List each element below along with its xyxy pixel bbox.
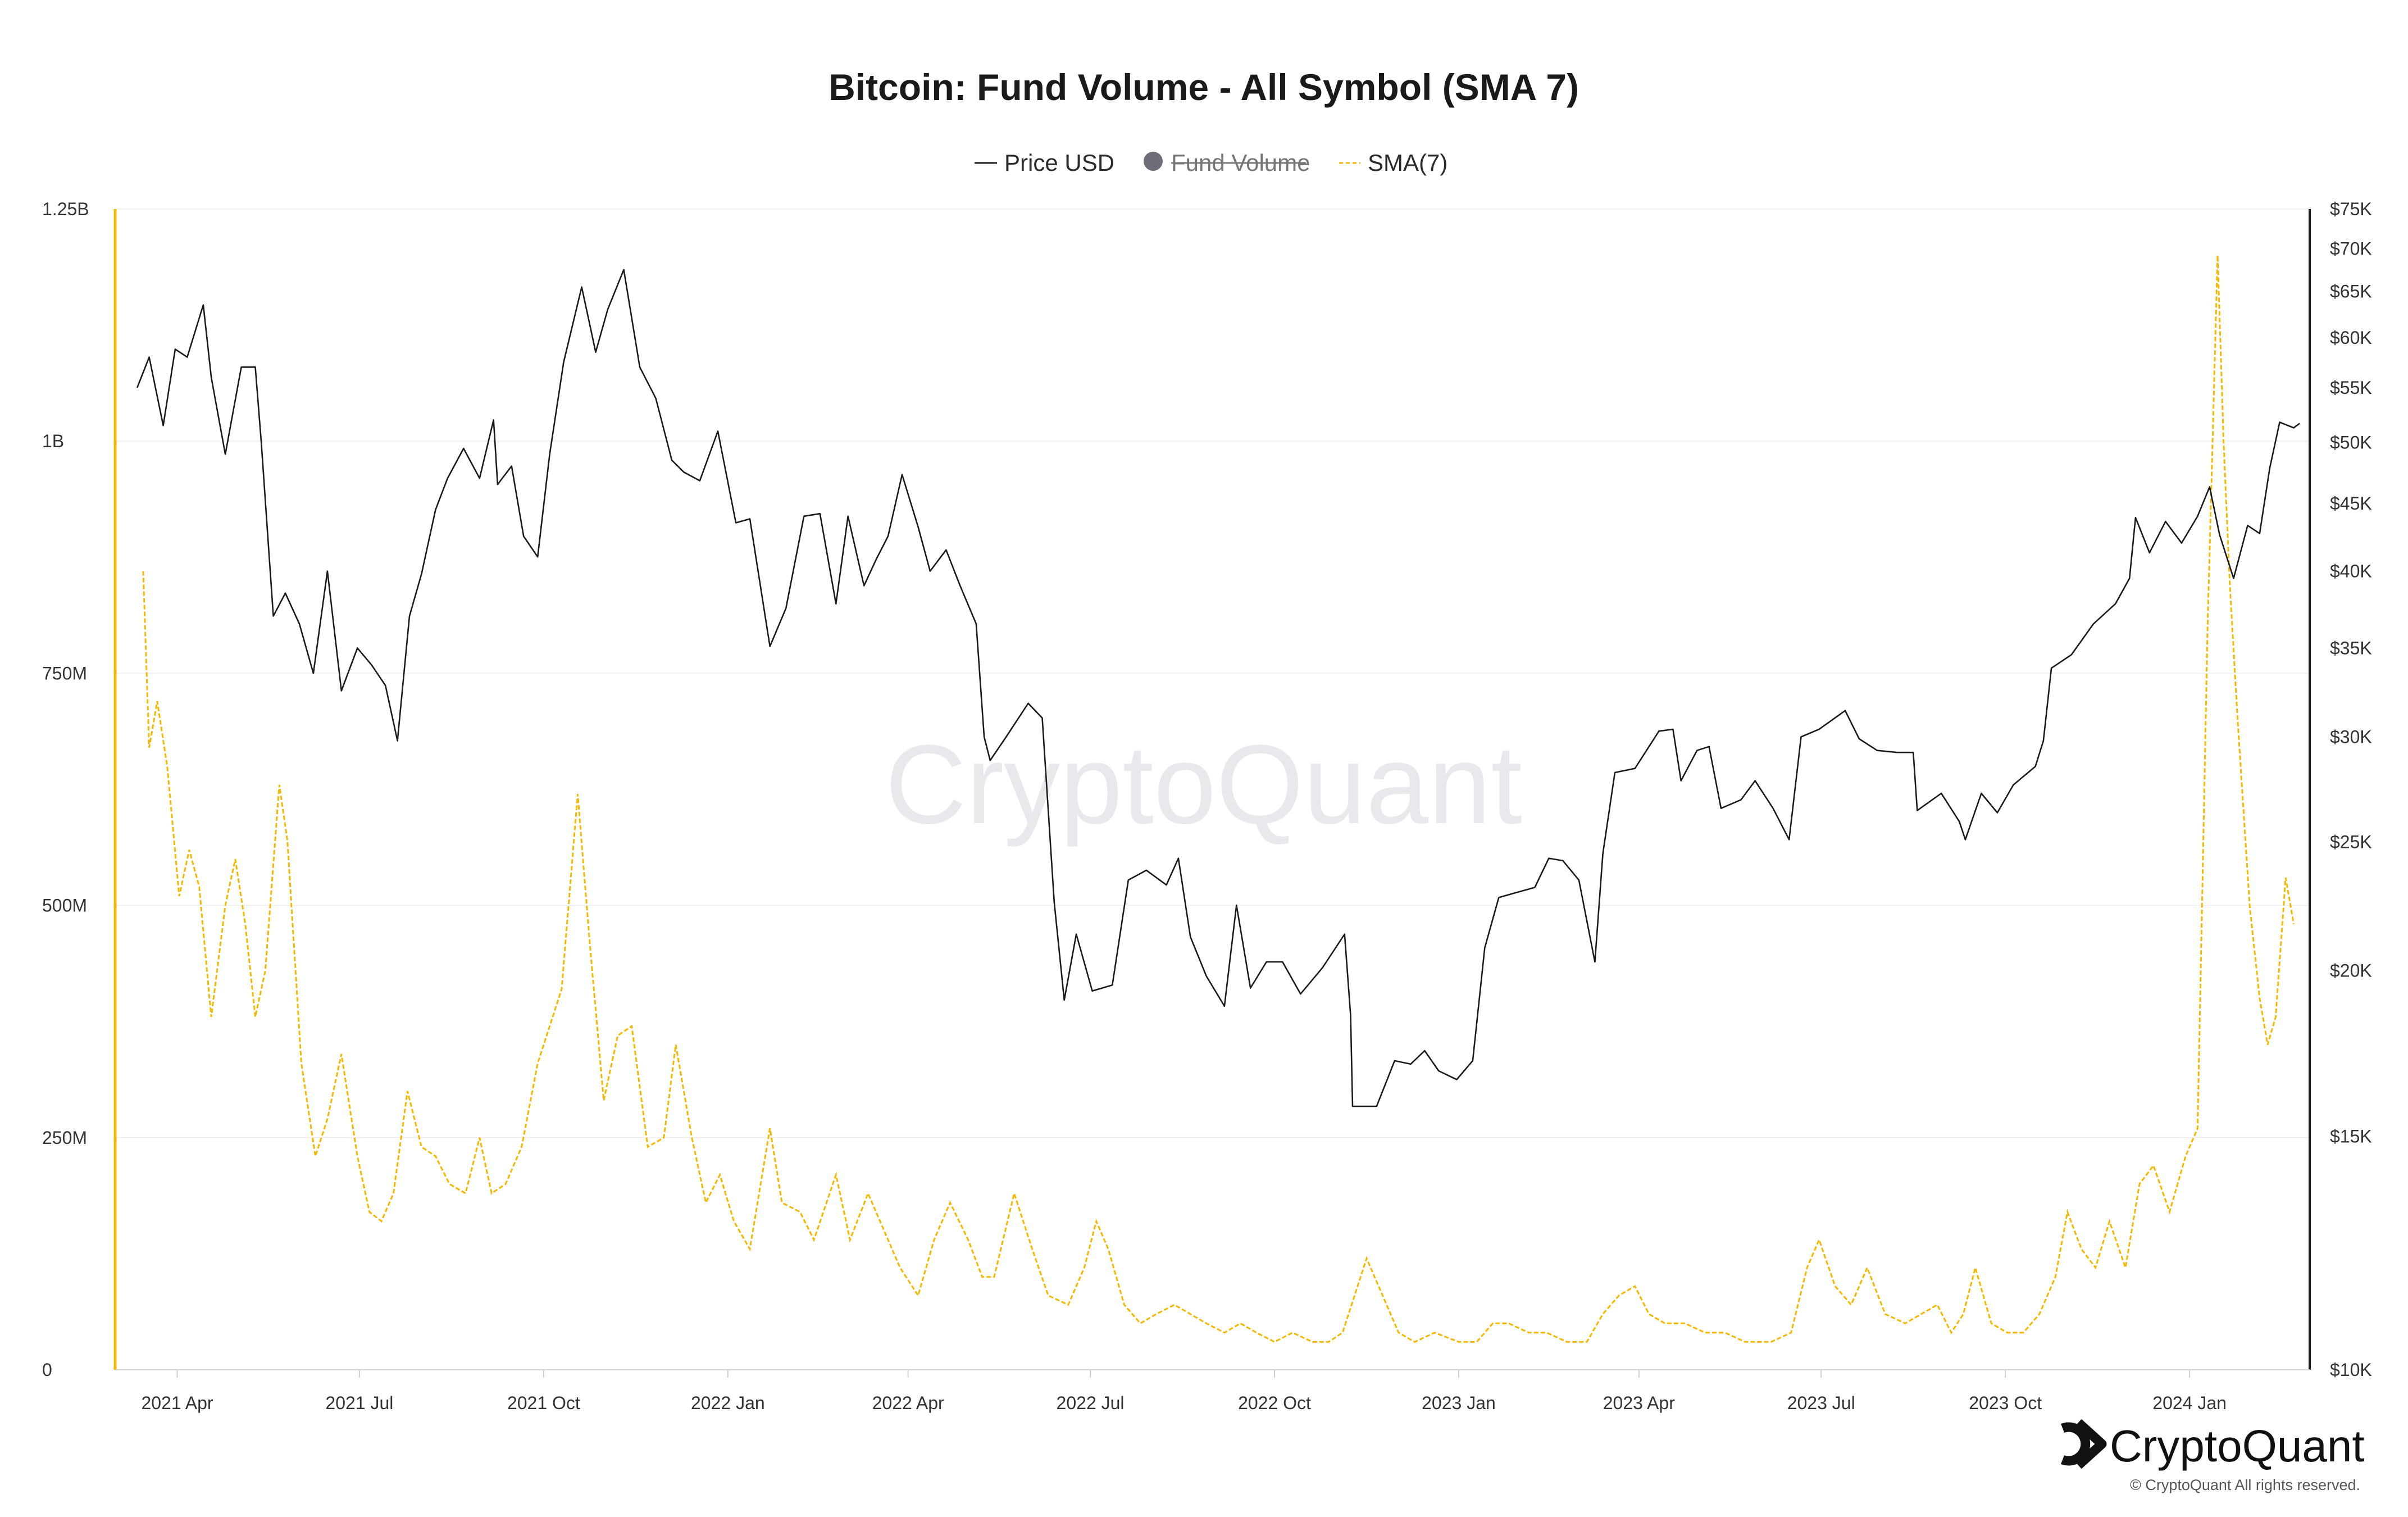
watermark: CryptoQuant [885, 722, 1522, 847]
legend-label-price: Price USD [1004, 149, 1114, 176]
left-tick-label: 1.25B [42, 199, 89, 219]
right-axis-ticks: $10K $15K $20K $25K $30K $35K $40K $45K $50K $55K… [2330, 199, 2372, 1380]
x-tick-label: 2022 Apr [872, 1393, 944, 1413]
cryptoquant-logo-icon [2060, 1419, 2107, 1469]
right-tick-label: $55K [2330, 378, 2372, 398]
x-tick-label: 2022 Jul [1057, 1393, 1125, 1413]
x-tick-label: 2023 Oct [1969, 1393, 2042, 1413]
legend-item-sma[interactable]: SMA(7) [1339, 149, 1447, 176]
right-tick-label: $10K [2330, 1360, 2372, 1380]
series-price-usd-line [136, 269, 2300, 1107]
left-tick-label: 1B [42, 431, 64, 451]
x-tick-label: 2024 Jan [2152, 1393, 2227, 1413]
right-tick-label: $25K [2330, 832, 2372, 852]
right-tick-label: $40K [2330, 561, 2372, 582]
legend: Price USD Fund Volume SMA(7) [975, 149, 1447, 176]
legend-label-sma: SMA(7) [1368, 149, 1447, 176]
left-tick-label: 750M [42, 663, 87, 683]
x-tick-label: 2022 Jan [691, 1393, 765, 1413]
right-tick-label: $75K [2330, 199, 2372, 219]
right-tick-label: $70K [2330, 239, 2372, 259]
x-tick-label: 2021 Jul [325, 1393, 393, 1413]
legend-item-fund-volume[interactable]: Fund Volume [1144, 149, 1310, 176]
left-tick-label: 500M [42, 896, 87, 916]
series-sma7-line [142, 255, 2295, 1343]
left-tick-label: 0 [42, 1360, 52, 1380]
left-axis-ticks: 0 250M 500M 750M 1B 1.25B [42, 199, 89, 1380]
chart-title: Bitcoin: Fund Volume - All Symbol (SMA 7… [829, 66, 1579, 108]
x-tick-label: 2021 Apr [141, 1393, 213, 1413]
x-tick-label: 2021 Oct [507, 1393, 580, 1413]
right-tick-label: $50K [2330, 433, 2372, 453]
right-tick-label: $30K [2330, 727, 2372, 747]
copyright: © CryptoQuant All rights reserved. [2130, 1477, 2360, 1493]
x-tick-label: 2023 Jul [1787, 1393, 1855, 1413]
legend-swatch-fund-volume [1144, 152, 1163, 171]
right-tick-label: $35K [2330, 638, 2372, 658]
right-tick-label: $45K [2330, 493, 2372, 514]
x-tick-label: 2023 Jan [1422, 1393, 1496, 1413]
x-axis-ticks: 2021 Apr 2021 Jul 2021 Oct 2022 Jan 2022 Apr… [141, 1370, 2227, 1413]
right-tick-label: $20K [2330, 960, 2372, 980]
legend-item-price[interactable]: Price USD [975, 149, 1114, 176]
right-tick-label: $65K [2330, 281, 2372, 302]
brand-name: CryptoQuant [2110, 1421, 2365, 1471]
gridlines [115, 208, 2310, 1138]
left-tick-label: 250M [42, 1128, 87, 1148]
cryptoquant-logo: CryptoQuant [2060, 1419, 2365, 1471]
x-tick-label: 2022 Oct [1238, 1393, 1311, 1413]
x-tick-label: 2023 Apr [1603, 1393, 1675, 1413]
right-tick-label: $15K [2330, 1126, 2372, 1146]
right-tick-label: $60K [2330, 328, 2372, 348]
